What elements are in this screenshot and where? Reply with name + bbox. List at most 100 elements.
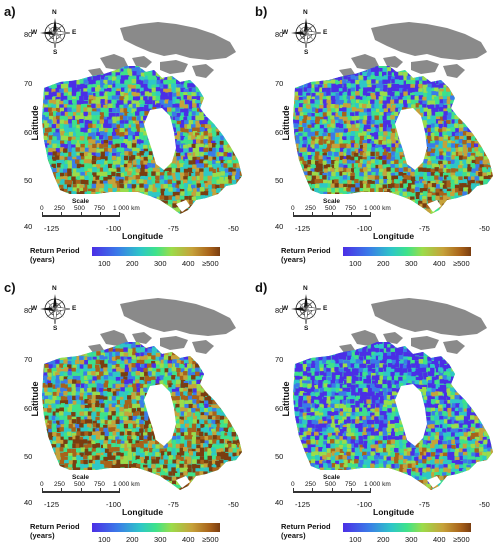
scale-bar-label: 1 000 km xyxy=(364,205,391,212)
arctic-island xyxy=(120,298,236,336)
canada-map xyxy=(293,22,493,214)
latitude-axis-title: Latitude xyxy=(281,105,291,141)
lat-tick: 80 xyxy=(275,306,284,315)
scale-bar xyxy=(42,212,120,217)
longitude-axis-title: Longitude xyxy=(373,231,415,241)
colorbar-label: ≥500 xyxy=(202,259,219,268)
legend-title: Return Period (years) xyxy=(281,522,331,540)
great-lakes xyxy=(176,476,190,488)
arctic-island xyxy=(383,56,403,68)
colorbar-label: 400 xyxy=(182,259,195,268)
return-period-colorbar xyxy=(343,247,471,256)
scale-bar-title: Scale xyxy=(72,198,89,205)
arctic-island xyxy=(371,22,487,60)
scale-bar-label: 500 xyxy=(325,205,336,212)
lat-tick: 40 xyxy=(24,222,33,231)
lat-tick: 50 xyxy=(275,176,284,185)
colorbar-label: 300 xyxy=(154,535,167,544)
legend-title: Return Period (years) xyxy=(30,522,80,540)
compass-east: E xyxy=(72,29,77,36)
legend-title-line2: (years) xyxy=(30,255,55,264)
compass-south: S xyxy=(304,49,309,56)
lat-tick: 40 xyxy=(24,498,33,507)
great-lakes xyxy=(427,200,441,212)
colorbar-label: ≥500 xyxy=(453,259,470,268)
map-panel-b: b) N S E W Latitude 80 70 60 50 40 xyxy=(251,0,501,274)
arctic-island xyxy=(132,332,152,344)
compass-west: W xyxy=(31,305,38,312)
lon-tick: -125 xyxy=(295,224,311,233)
panel-label: b) xyxy=(255,4,268,19)
return-period-field xyxy=(293,66,493,214)
scale-bar-label: 1 000 km xyxy=(113,481,140,488)
compass-south: S xyxy=(304,325,309,332)
colorbar-label: 200 xyxy=(126,259,139,268)
compass-north: N xyxy=(303,9,308,16)
colorbar-label: ≥500 xyxy=(202,535,219,544)
scale-bar-label: 750 xyxy=(94,205,105,212)
hudson-bay xyxy=(395,108,427,170)
legend-title-line1: Return Period xyxy=(281,246,331,255)
lon-tick: -75 xyxy=(419,500,430,509)
arctic-island xyxy=(371,298,487,336)
arctic-island xyxy=(160,336,188,350)
longitude-axis-title: Longitude xyxy=(122,507,164,517)
map-panel-d: d) N S E W Latitude 80 70 60 50 40 xyxy=(251,276,501,550)
colorbar-label: 300 xyxy=(405,259,418,268)
scale-bar-label: 250 xyxy=(305,205,316,212)
compass-south: S xyxy=(53,49,58,56)
lon-tick: -125 xyxy=(295,500,311,509)
arctic-island xyxy=(100,54,128,70)
colorbar-label: 400 xyxy=(433,259,446,268)
colorbar-label: 400 xyxy=(182,535,195,544)
lon-tick: -100 xyxy=(106,224,122,233)
compass-rose-icon: N S E W xyxy=(31,285,76,332)
compass-west: W xyxy=(282,305,289,312)
legend-title-line1: Return Period xyxy=(30,522,80,531)
map-panel-c: c) N S E W Latitude 80 70 60 50 40 xyxy=(0,276,250,550)
lon-tick: -50 xyxy=(228,500,239,509)
return-period-colorbar xyxy=(92,247,220,256)
canada-map xyxy=(42,22,242,214)
lon-tick: -100 xyxy=(357,500,373,509)
arctic-island xyxy=(383,332,403,344)
scale-bar-label: 250 xyxy=(54,481,65,488)
canada-map xyxy=(293,298,493,490)
legend-title-line2: (years) xyxy=(281,531,306,540)
colorbar-label: 100 xyxy=(98,535,111,544)
lat-tick: 70 xyxy=(275,79,284,88)
arctic-island xyxy=(100,330,128,346)
arctic-island xyxy=(192,340,214,354)
arctic-island xyxy=(120,22,236,60)
compass-west: W xyxy=(282,29,289,36)
compass-east: E xyxy=(323,305,328,312)
panel-label: c) xyxy=(4,280,16,295)
longitude-axis-title: Longitude xyxy=(373,507,415,517)
panel-label: a) xyxy=(4,4,16,19)
scale-bar xyxy=(293,488,371,493)
scale-bar-label: 500 xyxy=(325,481,336,488)
legend-title-line1: Return Period xyxy=(281,522,331,531)
return-period-colorbar xyxy=(92,523,220,532)
lat-tick: 70 xyxy=(275,355,284,364)
lat-tick: 70 xyxy=(24,355,33,364)
lat-tick: 60 xyxy=(24,128,33,137)
lon-tick: -75 xyxy=(168,500,179,509)
colorbar-label: 200 xyxy=(377,535,390,544)
scale-bar-title: Scale xyxy=(323,198,340,205)
lat-tick: 80 xyxy=(275,30,284,39)
great-lakes xyxy=(427,476,441,488)
great-lakes xyxy=(176,200,190,212)
lat-tick: 50 xyxy=(24,452,33,461)
legend-title: Return Period (years) xyxy=(30,246,80,264)
arctic-island xyxy=(411,336,439,350)
arctic-island xyxy=(411,60,439,74)
lon-tick: -50 xyxy=(479,224,490,233)
compass-east: E xyxy=(72,305,77,312)
lon-tick: -100 xyxy=(106,500,122,509)
legend-title-line2: (years) xyxy=(281,255,306,264)
compass-north: N xyxy=(52,285,57,292)
colorbar-label: 200 xyxy=(126,535,139,544)
scale-bar-label: 500 xyxy=(74,481,85,488)
